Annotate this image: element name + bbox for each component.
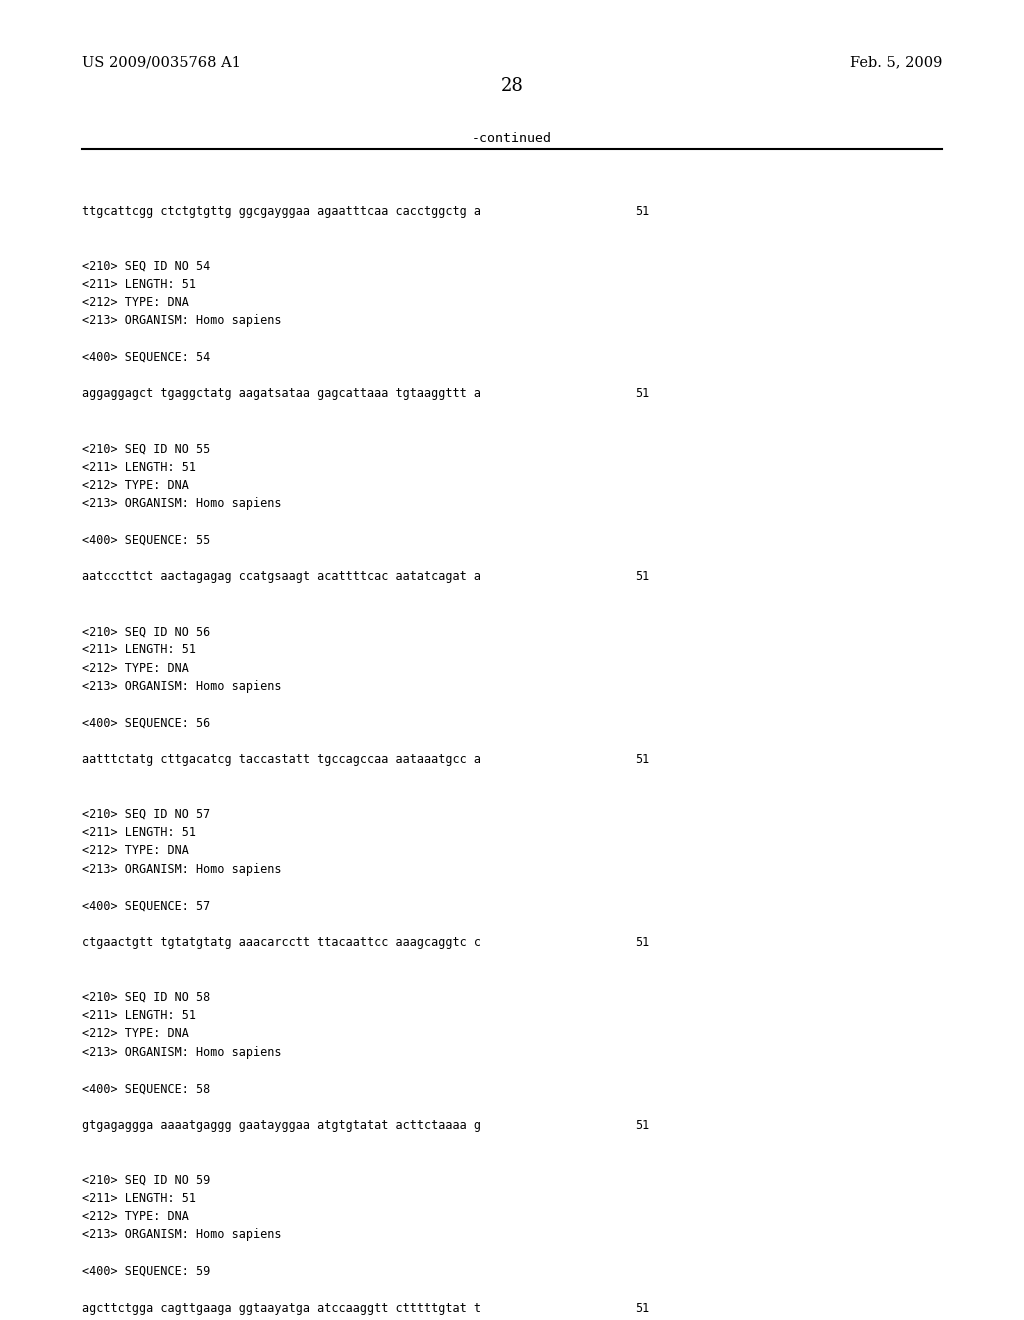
Text: Feb. 5, 2009: Feb. 5, 2009 bbox=[850, 55, 942, 70]
Text: US 2009/0035768 A1: US 2009/0035768 A1 bbox=[82, 55, 241, 70]
Text: <211> LENGTH: 51: <211> LENGTH: 51 bbox=[82, 461, 196, 474]
Text: -continued: -continued bbox=[472, 132, 552, 145]
Text: <213> ORGANISM: Homo sapiens: <213> ORGANISM: Homo sapiens bbox=[82, 498, 282, 510]
Text: <210> SEQ ID NO 57: <210> SEQ ID NO 57 bbox=[82, 808, 210, 821]
Text: <400> SEQUENCE: 54: <400> SEQUENCE: 54 bbox=[82, 351, 210, 364]
Text: <210> SEQ ID NO 55: <210> SEQ ID NO 55 bbox=[82, 442, 210, 455]
Text: aatttctatg cttgacatcg taccastatt tgccagccaa aataaatgcc a: aatttctatg cttgacatcg taccastatt tgccagc… bbox=[82, 754, 481, 766]
Text: <210> SEQ ID NO 54: <210> SEQ ID NO 54 bbox=[82, 260, 210, 272]
Text: <211> LENGTH: 51: <211> LENGTH: 51 bbox=[82, 643, 196, 656]
Text: <400> SEQUENCE: 56: <400> SEQUENCE: 56 bbox=[82, 717, 210, 730]
Text: 51: 51 bbox=[635, 388, 649, 400]
Text: <212> TYPE: DNA: <212> TYPE: DNA bbox=[82, 845, 188, 858]
Text: <400> SEQUENCE: 59: <400> SEQUENCE: 59 bbox=[82, 1265, 210, 1278]
Text: aatcccttct aactagagag ccatgsaagt acattttcac aatatcagat a: aatcccttct aactagagag ccatgsaagt acatttt… bbox=[82, 570, 481, 583]
Text: <211> LENGTH: 51: <211> LENGTH: 51 bbox=[82, 277, 196, 290]
Text: <213> ORGANISM: Homo sapiens: <213> ORGANISM: Homo sapiens bbox=[82, 1229, 282, 1241]
Text: <213> ORGANISM: Homo sapiens: <213> ORGANISM: Homo sapiens bbox=[82, 680, 282, 693]
Text: <400> SEQUENCE: 55: <400> SEQUENCE: 55 bbox=[82, 533, 210, 546]
Text: agcttctgga cagttgaaga ggtaayatga atccaaggtt ctttttgtat t: agcttctgga cagttgaaga ggtaayatga atccaag… bbox=[82, 1302, 481, 1315]
Text: <400> SEQUENCE: 58: <400> SEQUENCE: 58 bbox=[82, 1082, 210, 1096]
Text: <212> TYPE: DNA: <212> TYPE: DNA bbox=[82, 296, 188, 309]
Text: ctgaactgtt tgtatgtatg aaacarcctt ttacaattcc aaagcaggtc c: ctgaactgtt tgtatgtatg aaacarcctt ttacaat… bbox=[82, 936, 481, 949]
Text: <210> SEQ ID NO 59: <210> SEQ ID NO 59 bbox=[82, 1173, 210, 1187]
Text: aggaggagct tgaggctatg aagatsataa gagcattaaa tgtaaggttt a: aggaggagct tgaggctatg aagatsataa gagcatt… bbox=[82, 388, 481, 400]
Text: <212> TYPE: DNA: <212> TYPE: DNA bbox=[82, 479, 188, 492]
Text: 28: 28 bbox=[501, 77, 523, 95]
Text: <213> ORGANISM: Homo sapiens: <213> ORGANISM: Homo sapiens bbox=[82, 1045, 282, 1059]
Text: 51: 51 bbox=[635, 570, 649, 583]
Text: <210> SEQ ID NO 56: <210> SEQ ID NO 56 bbox=[82, 626, 210, 638]
Text: 51: 51 bbox=[635, 936, 649, 949]
Text: <211> LENGTH: 51: <211> LENGTH: 51 bbox=[82, 1008, 196, 1022]
Text: 51: 51 bbox=[635, 1119, 649, 1131]
Text: 51: 51 bbox=[635, 754, 649, 766]
Text: gtgagaggga aaaatgaggg gaatayggaa atgtgtatat acttctaaaa g: gtgagaggga aaaatgaggg gaatayggaa atgtgta… bbox=[82, 1119, 481, 1131]
Text: <212> TYPE: DNA: <212> TYPE: DNA bbox=[82, 661, 188, 675]
Text: <212> TYPE: DNA: <212> TYPE: DNA bbox=[82, 1210, 188, 1224]
Text: 51: 51 bbox=[635, 1302, 649, 1315]
Text: <213> ORGANISM: Homo sapiens: <213> ORGANISM: Homo sapiens bbox=[82, 314, 282, 327]
Text: <212> TYPE: DNA: <212> TYPE: DNA bbox=[82, 1027, 188, 1040]
Text: <211> LENGTH: 51: <211> LENGTH: 51 bbox=[82, 826, 196, 840]
Text: <211> LENGTH: 51: <211> LENGTH: 51 bbox=[82, 1192, 196, 1205]
Text: <213> ORGANISM: Homo sapiens: <213> ORGANISM: Homo sapiens bbox=[82, 863, 282, 875]
Text: ttgcattcgg ctctgtgttg ggcgayggaa agaatttcaa cacctggctg a: ttgcattcgg ctctgtgttg ggcgayggaa agaattt… bbox=[82, 205, 481, 218]
Text: <400> SEQUENCE: 57: <400> SEQUENCE: 57 bbox=[82, 899, 210, 912]
Text: 51: 51 bbox=[635, 205, 649, 218]
Text: <210> SEQ ID NO 58: <210> SEQ ID NO 58 bbox=[82, 991, 210, 1003]
